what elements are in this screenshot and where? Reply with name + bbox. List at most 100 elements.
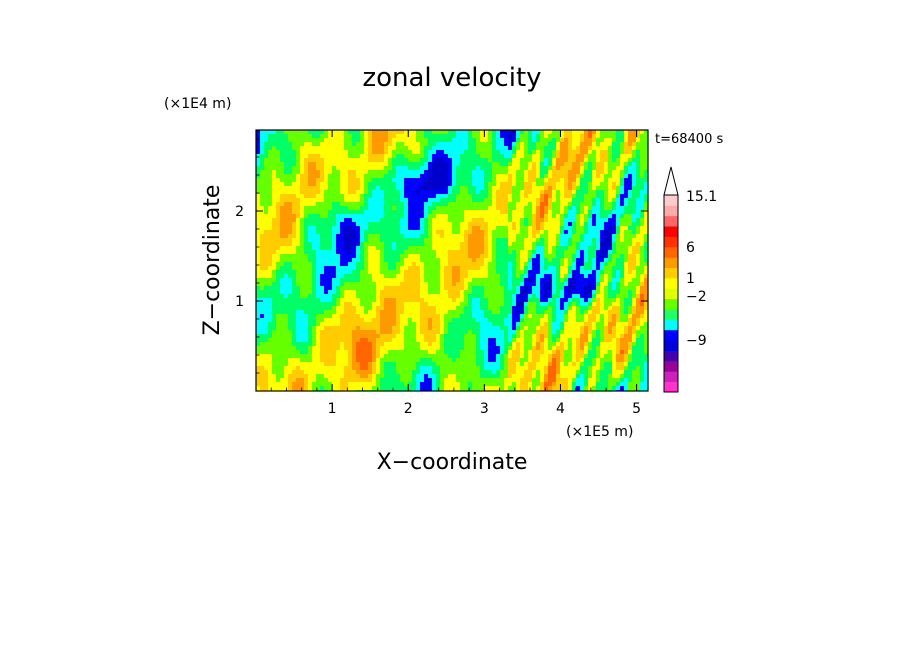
field-cell	[472, 174, 477, 179]
field-cell	[548, 270, 553, 275]
field-cell	[592, 314, 597, 319]
field-cell	[580, 202, 585, 207]
field-cell	[484, 202, 489, 207]
field-cell	[312, 302, 317, 307]
field-cell	[512, 134, 517, 139]
field-cell	[480, 314, 485, 319]
field-cell	[536, 254, 541, 259]
field-cell	[584, 246, 589, 251]
field-cell	[488, 322, 493, 327]
field-cell	[492, 218, 497, 223]
field-cell	[348, 270, 353, 275]
field-cell	[436, 158, 441, 163]
field-cell	[368, 206, 373, 211]
field-cell	[376, 194, 381, 199]
field-cell	[388, 166, 393, 171]
field-cell	[444, 262, 449, 267]
field-cell	[308, 218, 313, 223]
field-cell	[488, 142, 493, 147]
field-cell	[284, 130, 289, 135]
field-cell	[312, 254, 317, 259]
field-cell	[492, 142, 497, 147]
field-cell	[616, 270, 621, 275]
field-cell	[256, 154, 261, 159]
field-cell	[264, 306, 269, 311]
field-cell	[496, 206, 501, 211]
field-cell	[620, 134, 625, 139]
field-cell	[364, 298, 369, 303]
field-cell	[528, 186, 533, 191]
field-cell	[548, 302, 553, 307]
field-cell	[452, 254, 457, 259]
field-cell	[624, 158, 629, 163]
field-cell	[368, 138, 373, 143]
field-cell	[580, 262, 585, 267]
field-cell	[584, 250, 589, 255]
field-cell	[452, 242, 457, 247]
field-cell	[488, 186, 493, 191]
field-cell	[592, 150, 597, 155]
field-cell	[532, 274, 537, 279]
field-cell	[388, 170, 393, 175]
field-cell	[524, 162, 529, 167]
field-cell	[612, 130, 617, 135]
field-cell	[604, 230, 609, 235]
field-cell	[544, 298, 549, 303]
field-cell	[432, 158, 437, 163]
field-cell	[524, 238, 529, 243]
field-cell	[432, 194, 437, 199]
field-cell	[624, 294, 629, 299]
field-cell	[484, 194, 489, 199]
field-cell	[472, 166, 477, 171]
field-cell	[284, 202, 289, 207]
field-cell	[584, 222, 589, 227]
field-cell	[360, 230, 365, 235]
field-cell	[568, 310, 573, 315]
field-cell	[460, 146, 465, 151]
field-cell	[416, 186, 421, 191]
field-cell	[556, 310, 561, 315]
field-cell	[388, 302, 393, 307]
field-cell	[352, 158, 357, 163]
field-cell	[504, 246, 509, 251]
field-cell	[532, 182, 537, 187]
field-cell	[456, 294, 461, 299]
field-cell	[400, 198, 405, 203]
field-cell	[596, 234, 601, 239]
field-cell	[340, 314, 345, 319]
field-cell	[616, 170, 621, 175]
field-cell	[588, 198, 593, 203]
field-cell	[500, 166, 505, 171]
field-cell	[604, 178, 609, 183]
field-cell	[556, 266, 561, 271]
field-cell	[420, 222, 425, 227]
field-cell	[528, 242, 533, 247]
field-cell	[300, 226, 305, 231]
field-cell	[636, 186, 641, 191]
field-cell	[456, 322, 461, 327]
field-cell	[492, 134, 497, 139]
field-cell	[636, 238, 641, 243]
field-cell	[308, 242, 313, 247]
field-cell	[268, 274, 273, 279]
field-cell	[436, 322, 441, 327]
field-cell	[624, 194, 629, 199]
field-cell	[584, 154, 589, 159]
field-cell	[368, 214, 373, 219]
field-cell	[640, 322, 645, 327]
field-cell	[576, 134, 581, 139]
field-cell	[300, 254, 305, 259]
field-cell	[260, 222, 265, 227]
field-cell	[308, 154, 313, 159]
field-cell	[404, 274, 409, 279]
field-cell	[396, 330, 401, 335]
field-cell	[272, 142, 277, 147]
field-cell	[556, 254, 561, 259]
field-cell	[488, 134, 493, 139]
field-cell	[580, 230, 585, 235]
field-cell	[440, 190, 445, 195]
field-cell	[576, 222, 581, 227]
field-cell	[308, 274, 313, 279]
field-cell	[624, 134, 629, 139]
field-cell	[304, 330, 309, 335]
